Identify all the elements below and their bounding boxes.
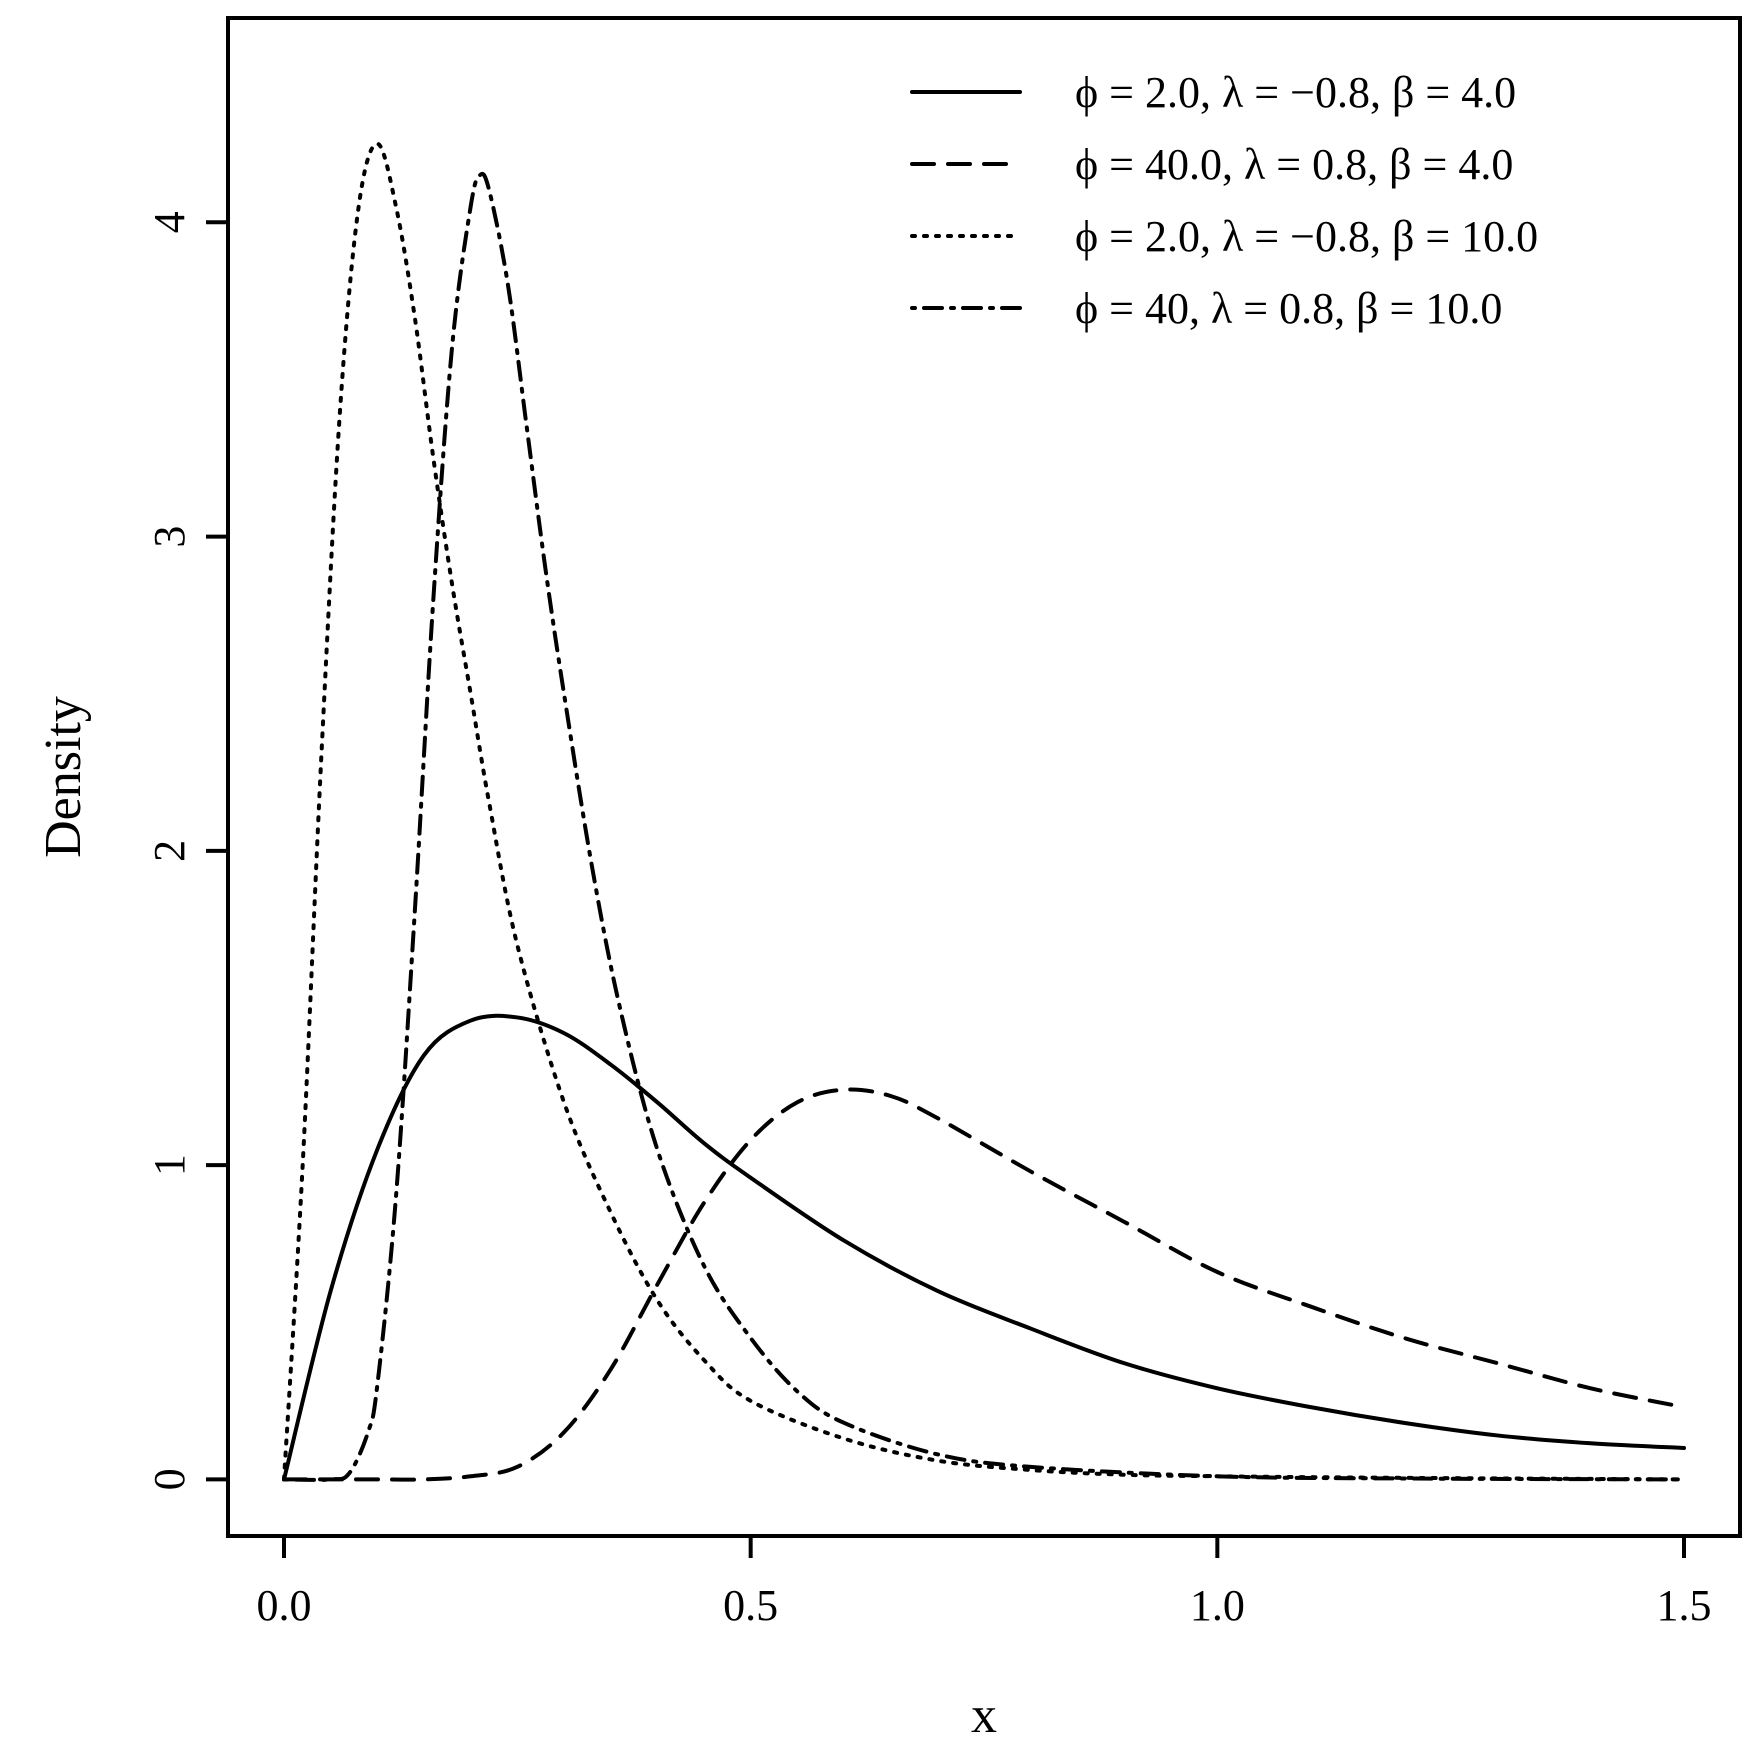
legend-label-3: ϕ = 2.0, λ = −0.8, β = 10.0 <box>1075 212 1538 261</box>
series-line-4 <box>282 171 1686 1482</box>
legend-label-1: ϕ = 2.0, λ = −0.8, β = 4.0 <box>1075 68 1516 117</box>
legend-label-4: ϕ = 40, λ = 0.8, β = 10.0 <box>1075 284 1502 333</box>
y-axis: 0 1 2 3 4 <box>145 211 230 1490</box>
x-tick-label: 0.5 <box>723 1581 778 1630</box>
x-tick-label: 1.5 <box>1657 1581 1712 1630</box>
x-tick-label: 1.0 <box>1190 1581 1245 1630</box>
x-tick-label: 0.0 <box>257 1581 312 1630</box>
y-axis-label: Density <box>35 696 92 858</box>
y-tick-label: 3 <box>145 526 194 548</box>
series-line-3 <box>282 141 1686 1482</box>
series-line-1 <box>282 1013 1686 1482</box>
x-axis: 0.0 0.5 1.0 1.5 <box>257 1534 1712 1630</box>
y-tick-label: 2 <box>145 840 194 862</box>
y-tick-label: 0 <box>145 1468 194 1490</box>
legend-label-2: ϕ = 40.0, λ = 0.8, β = 4.0 <box>1075 140 1513 189</box>
y-tick-label: 4 <box>145 211 194 233</box>
series-layer <box>282 141 1686 1482</box>
legend: ϕ = 2.0, λ = −0.8, β = 4.0 ϕ = 40.0, λ = … <box>910 68 1538 333</box>
x-axis-label: x <box>971 1687 997 1741</box>
series-line-2 <box>282 1087 1686 1482</box>
y-tick-label: 1 <box>145 1154 194 1176</box>
